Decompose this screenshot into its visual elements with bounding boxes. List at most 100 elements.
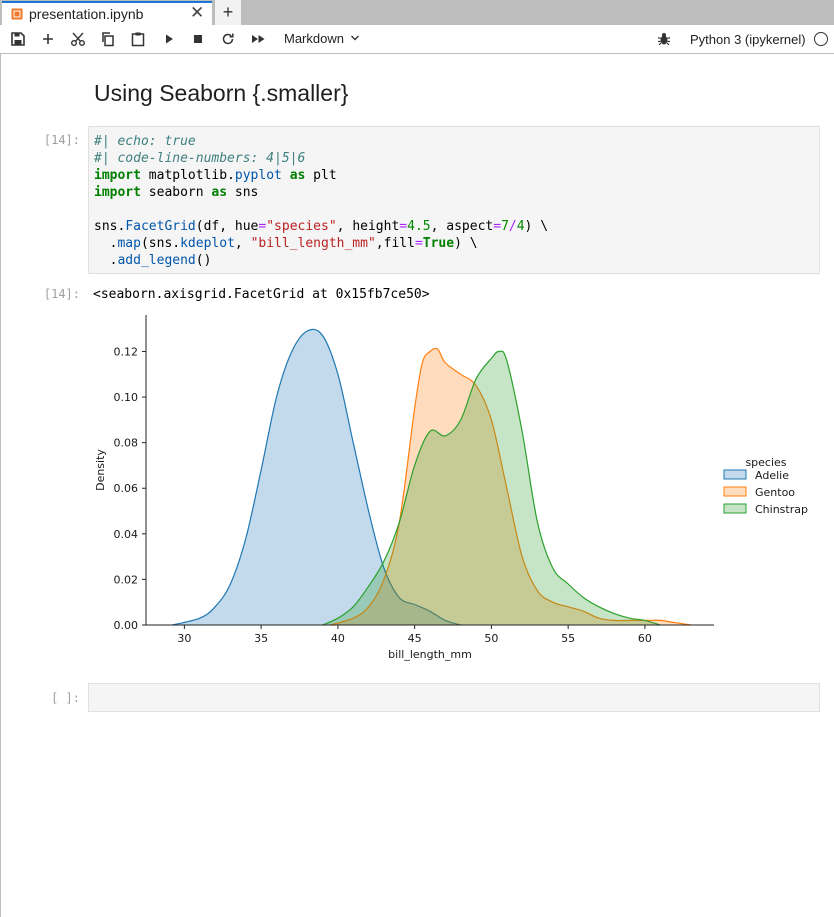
add-cell-icon[interactable] <box>40 31 56 47</box>
kernel-name[interactable]: Python 3 (ipykernel) <box>690 32 806 47</box>
markdown-heading: Using Seaborn {.smaller} <box>94 80 349 106</box>
code-line: #| echo: true <box>94 133 548 150</box>
code-token: . <box>94 253 118 268</box>
chevron-down-icon[interactable] <box>350 33 360 43</box>
code-token: map <box>117 236 141 251</box>
code-cell-prompt: [14]: <box>43 133 80 147</box>
code-token <box>282 168 290 183</box>
tab-title: presentation.ipynb <box>29 6 144 22</box>
bug-icon[interactable] <box>657 32 671 46</box>
notebook-toolbar: Markdown Python 3 (ipykernel) <box>0 25 834 54</box>
code-token: plt <box>305 168 337 183</box>
y-axis-label: Density <box>94 449 107 491</box>
empty-cell-prompt: [ ]: <box>51 691 80 705</box>
x-tick-label: 30 <box>177 632 191 645</box>
empty-code-cell[interactable] <box>88 683 820 712</box>
series-line-chinstrap <box>322 350 661 626</box>
code-token: (sns. <box>140 236 181 251</box>
code-token: as <box>289 168 306 183</box>
kde-plot: 30 35 40 45 50 55 60 0.00 0.02 0.04 0.06 0.08 0.10 0.… <box>94 315 808 661</box>
paste-icon[interactable] <box>130 31 146 47</box>
tab-presentation[interactable]: presentation.ipynb ✕ <box>2 1 212 25</box>
cell-type-select[interactable]: Markdown <box>284 31 344 46</box>
legend-label: Adelie <box>755 469 789 482</box>
series-area-chinstrap <box>322 351 661 625</box>
stop-icon[interactable] <box>190 31 206 47</box>
code-token: sns <box>227 185 259 200</box>
code-token: "bill_length_mm" <box>250 236 376 251</box>
save-icon[interactable] <box>10 31 26 47</box>
code-token: = <box>493 219 502 234</box>
y-tick-label: 0.02 <box>114 573 139 586</box>
code-token: as <box>211 185 228 200</box>
code-line: .map(sns.kdeplot, "bill_length_mm",fill=… <box>94 235 548 252</box>
code-token: 7 <box>501 219 509 234</box>
output-prompt: [14]: <box>43 287 80 301</box>
code-token: ,fill <box>375 236 415 251</box>
code-line: sns.FacetGrid(df, hue="species", height=… <box>94 218 548 235</box>
series-line-gentoo <box>330 347 692 626</box>
code-token: = <box>399 219 408 234</box>
code-token: , height <box>336 219 400 234</box>
new-tab-button[interactable]: + <box>215 0 241 25</box>
x-tick-label: 55 <box>561 632 575 645</box>
y-tick-label: 0.12 <box>114 345 139 358</box>
y-tick-label: 0.00 <box>114 619 139 632</box>
series-area-gentoo <box>330 348 691 625</box>
legend-swatch-adelie <box>723 469 747 480</box>
code-token: , aspect <box>430 219 494 234</box>
code-line <box>94 201 548 218</box>
y-tick-label: 0.08 <box>114 437 139 450</box>
close-icon[interactable]: ✕ <box>190 3 205 22</box>
code-token: add_legend <box>117 253 196 268</box>
code-token: seaborn <box>140 185 212 200</box>
code-token: sns. <box>94 219 126 234</box>
code-content[interactable]: #| echo: true #| code-line-numbers: 4|5|6… <box>94 133 548 269</box>
code-line: #| code-line-numbers: 4|5|6 <box>94 150 548 167</box>
kernel-status-indicator <box>814 32 828 46</box>
notebook-icon <box>11 8 23 20</box>
code-token: ) \ <box>454 236 478 251</box>
copy-icon[interactable] <box>100 31 116 47</box>
code-token: matplotlib. <box>140 168 235 183</box>
code-token: ) \ <box>524 219 549 234</box>
x-axis-label: bill_length_mm <box>388 648 472 661</box>
code-token: #| echo: true <box>94 134 196 149</box>
y-tick-label: 0.04 <box>114 528 139 541</box>
code-token: 4.5 <box>407 219 431 234</box>
code-cell-editor[interactable]: #| echo: true #| code-line-numbers: 4|5|6… <box>88 126 820 274</box>
code-line: .add_legend() <box>94 252 548 269</box>
code-token: import <box>94 185 141 200</box>
code-token: () <box>195 253 212 268</box>
legend-title: species <box>745 456 786 469</box>
code-token: FacetGrid <box>125 219 196 234</box>
legend-label: Chinstrap <box>755 503 808 516</box>
code-token: pyplot <box>234 168 282 183</box>
restart-icon[interactable] <box>220 31 236 47</box>
x-tick-label: 60 <box>638 632 652 645</box>
series-line-adelie <box>171 328 461 626</box>
output-repr: <seaborn.axisgrid.FacetGrid at 0x15fb7ce… <box>93 287 430 302</box>
code-token: . <box>94 236 118 251</box>
x-tick-label: 40 <box>331 632 345 645</box>
code-token: / <box>508 219 517 234</box>
x-tick-label: 50 <box>484 632 498 645</box>
code-token: #| code-line-numbers: 4|5|6 <box>94 151 306 166</box>
code-token: "species" <box>266 219 337 234</box>
notebook-left-border <box>0 54 1 917</box>
fast-forward-icon[interactable] <box>250 31 266 47</box>
code-token: = <box>258 219 267 234</box>
run-icon[interactable] <box>161 31 177 47</box>
tab-bar: presentation.ipynb ✕ + <box>0 0 834 25</box>
code-token: True <box>422 236 455 251</box>
cut-icon[interactable] <box>70 31 86 47</box>
y-tick-label: 0.06 <box>114 482 139 495</box>
legend-label: Gentoo <box>755 486 795 499</box>
code-token: (df, hue <box>195 219 259 234</box>
code-token: import <box>94 168 141 183</box>
code-line: import matplotlib.pyplot as plt <box>94 167 548 184</box>
code-token: kdeplot <box>180 236 235 251</box>
legend-swatch-chinstrap <box>723 503 747 514</box>
code-token: 4 <box>516 219 525 234</box>
x-tick-label: 35 <box>254 632 268 645</box>
